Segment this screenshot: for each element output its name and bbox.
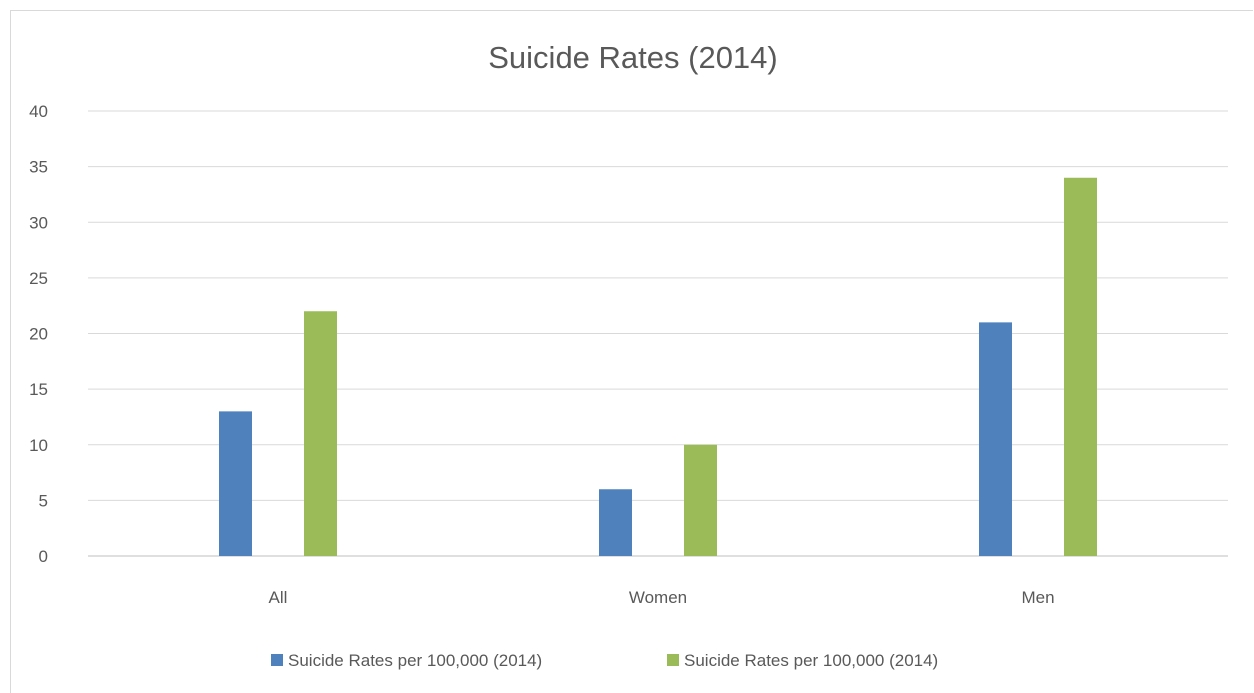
y-tick-label: 40 — [29, 102, 48, 121]
bar-women-series-1 — [599, 489, 632, 556]
bar-all-series-1 — [219, 411, 252, 556]
legend-swatch — [271, 654, 283, 666]
y-tick-label: 0 — [39, 547, 48, 566]
bars — [219, 177, 1097, 556]
y-tick-label: 20 — [29, 325, 48, 344]
chart-frame — [10, 10, 1253, 693]
chart-title: Suicide Rates (2014) — [488, 40, 778, 75]
y-tick-label: 25 — [29, 269, 48, 288]
y-tick-label: 5 — [39, 491, 48, 510]
gridlines — [88, 110, 1228, 557]
legend: Suicide Rates per 100,000 (2014) Suicide … — [271, 651, 938, 670]
legend-label: Suicide Rates per 100,000 (2014) — [684, 651, 938, 670]
bar-women-series-2 — [684, 444, 717, 556]
y-tick-label: 35 — [29, 158, 48, 177]
y-tick-label: 30 — [29, 213, 48, 232]
x-tick-label: Men — [1021, 588, 1054, 607]
y-tick-label: 10 — [29, 436, 48, 455]
bar-men-series-2 — [1064, 177, 1097, 556]
x-axis-ticks: All Women Men — [269, 588, 1055, 607]
y-tick-label: 15 — [29, 380, 48, 399]
x-tick-label: All — [269, 588, 288, 607]
bar-all-series-2 — [304, 311, 337, 556]
bar-men-series-1 — [979, 322, 1012, 556]
x-tick-label: Women — [629, 588, 687, 607]
legend-label: Suicide Rates per 100,000 (2014) — [288, 651, 542, 670]
y-axis-ticks: 0 5 10 15 20 25 30 35 40 — [29, 102, 48, 566]
legend-swatch — [667, 654, 679, 666]
